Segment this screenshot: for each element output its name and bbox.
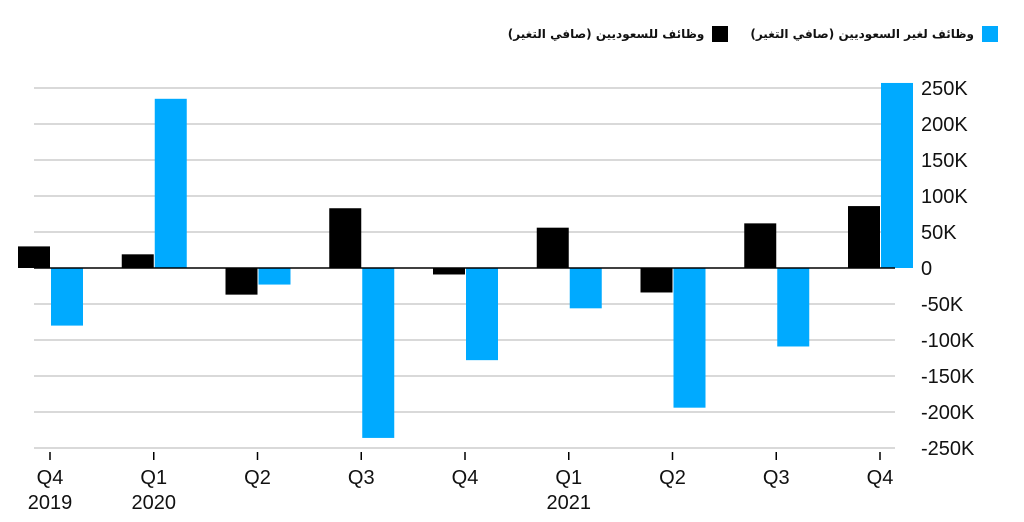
- x-tick-label: Q4: [452, 467, 479, 489]
- bar-non-saudi: [258, 268, 291, 285]
- bar-non-saudi: [51, 268, 83, 326]
- y-tick-label: -150K: [921, 366, 975, 388]
- x-tick-label: Q4: [37, 467, 64, 489]
- legend-swatch-non-saudi: [982, 26, 998, 42]
- y-tick-label: -100K: [921, 330, 975, 352]
- y-tick-label: 100K: [921, 186, 968, 208]
- bar-saudi: [848, 206, 880, 268]
- legend-label-non-saudi: وظائف لغير السعوديين (صافي التغير): [750, 27, 974, 41]
- y-tick-label: -50K: [921, 294, 964, 316]
- bar-saudi: [433, 268, 465, 275]
- chart-legend: وظائف للسعوديين (صافي التغير) وظائف لغير…: [508, 26, 998, 42]
- x-tick-label: Q1: [555, 467, 582, 489]
- bar-saudi: [536, 227, 569, 268]
- x-tick-label: Q3: [763, 467, 790, 489]
- x-tick-label: Q3: [348, 467, 375, 489]
- legend-item-non-saudi: وظائف لغير السعوديين (صافي التغير): [750, 26, 998, 42]
- bar-saudi: [640, 268, 673, 293]
- legend-label-saudi: وظائف للسعوديين (صافي التغير): [507, 27, 705, 41]
- bar-saudi: [744, 223, 777, 268]
- bar-non-saudi: [673, 268, 706, 408]
- bar-non-saudi: [777, 268, 810, 347]
- bar-saudi: [18, 246, 50, 268]
- bar-saudi: [225, 268, 258, 295]
- bar-non-saudi: [154, 98, 187, 268]
- bar-saudi: [329, 208, 362, 268]
- bar-non-saudi: [362, 268, 395, 438]
- x-tick-label: Q2: [659, 467, 686, 489]
- legend-item-saudi: وظائف للسعوديين (صافي التغير): [508, 26, 729, 42]
- x-tick-label: Q4: [867, 467, 894, 489]
- bar-non-saudi: [881, 82, 913, 269]
- y-tick-label: 50K: [921, 222, 957, 244]
- x-tick-year-label: 2020: [132, 492, 177, 514]
- y-tick-label: -250K: [921, 438, 975, 460]
- legend-swatch-saudi: [712, 26, 729, 42]
- y-tick-label: -200K: [921, 402, 975, 424]
- bar-non-saudi: [466, 268, 498, 361]
- x-tick-year-label: 2019: [28, 492, 73, 514]
- y-tick-label: 150K: [921, 150, 968, 172]
- x-tick-label: Q2: [244, 467, 271, 489]
- bar-saudi: [121, 254, 154, 268]
- y-tick-label: 250K: [921, 78, 968, 100]
- x-tick-label: Q1: [140, 467, 167, 489]
- bar-non-saudi: [569, 268, 602, 309]
- y-tick-label: 200K: [921, 114, 968, 136]
- x-tick-year-label: 2021: [547, 492, 592, 514]
- y-tick-label: 0: [921, 258, 932, 280]
